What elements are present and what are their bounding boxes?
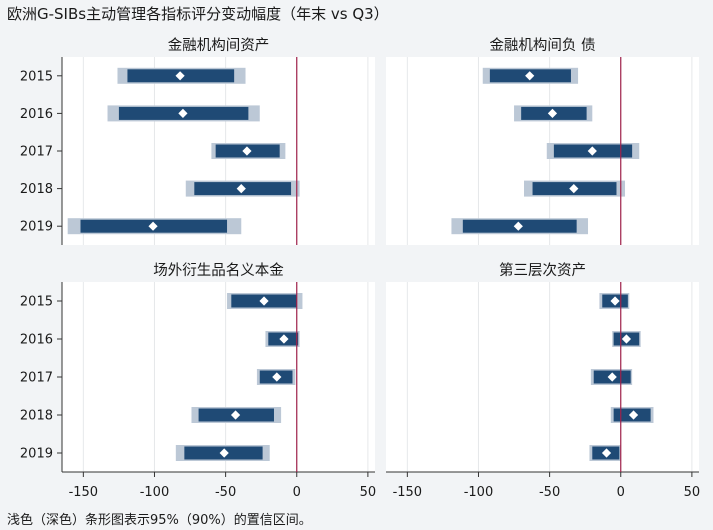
point-estimate-marker — [230, 410, 241, 420]
figure-note: 浅色（深色）条形图表示95%（90%）的置信区间。 — [7, 513, 312, 528]
x-tick-label: -150 — [69, 485, 99, 500]
y-tick-label: 2018 — [20, 409, 53, 424]
point-estimate-marker — [610, 296, 620, 306]
y-tick-label: 2017 — [20, 371, 53, 386]
x-tick-label: 50 — [360, 485, 377, 500]
y-tick-label: 2016 — [20, 333, 53, 348]
point-estimate-marker — [219, 448, 229, 458]
point-estimate-marker — [178, 108, 188, 118]
x-tick-label: 0 — [617, 485, 625, 500]
x-tick-label: -150 — [393, 485, 423, 500]
point-estimate-marker — [513, 221, 523, 231]
point-estimate-marker — [259, 296, 269, 306]
x-tick-label: -100 — [464, 485, 494, 500]
y-tick-label: 2017 — [20, 145, 53, 160]
point-estimate-marker — [242, 146, 252, 156]
point-estimate-marker — [587, 146, 597, 156]
point-estimate-marker — [272, 372, 282, 382]
figure-title: 欧洲G-SIBs主动管理各指标评分变动幅度（年末 vs Q3） — [7, 5, 389, 23]
point-estimate-marker — [607, 372, 617, 382]
y-tick-label: 2019 — [20, 220, 53, 235]
panel-title: 场外衍生品名义本金 — [153, 262, 284, 279]
y-tick-label: 2016 — [20, 107, 53, 122]
point-estimate-marker — [628, 410, 639, 420]
y-tick-label: 2019 — [20, 447, 53, 462]
point-estimate-marker — [621, 334, 632, 344]
panel-title: 第三层次资产 — [499, 261, 586, 279]
point-estimate-marker — [175, 71, 185, 81]
point-estimate-marker — [525, 71, 535, 81]
point-estimate-marker — [148, 221, 158, 231]
panel-title: 金融机构间负 债 — [489, 37, 595, 54]
y-tick-label: 2015 — [20, 69, 53, 84]
point-estimate-marker — [236, 184, 246, 194]
point-estimate-marker — [569, 184, 579, 194]
x-tick-label: 50 — [684, 485, 701, 500]
point-estimate-marker — [601, 448, 612, 458]
point-estimate-marker — [547, 108, 558, 118]
x-tick-label: -50 — [215, 485, 236, 500]
y-tick-label: 2015 — [20, 295, 53, 310]
panel-background — [386, 57, 699, 245]
x-tick-label: 0 — [293, 485, 301, 500]
point-estimate-marker — [279, 334, 289, 344]
panel-background — [62, 282, 375, 472]
x-tick-label: -100 — [140, 485, 170, 500]
x-tick-label: -50 — [539, 485, 560, 500]
y-tick-label: 2018 — [20, 182, 53, 197]
panel-title: 金融机构间资产 — [168, 37, 270, 54]
panel-background — [386, 282, 699, 472]
